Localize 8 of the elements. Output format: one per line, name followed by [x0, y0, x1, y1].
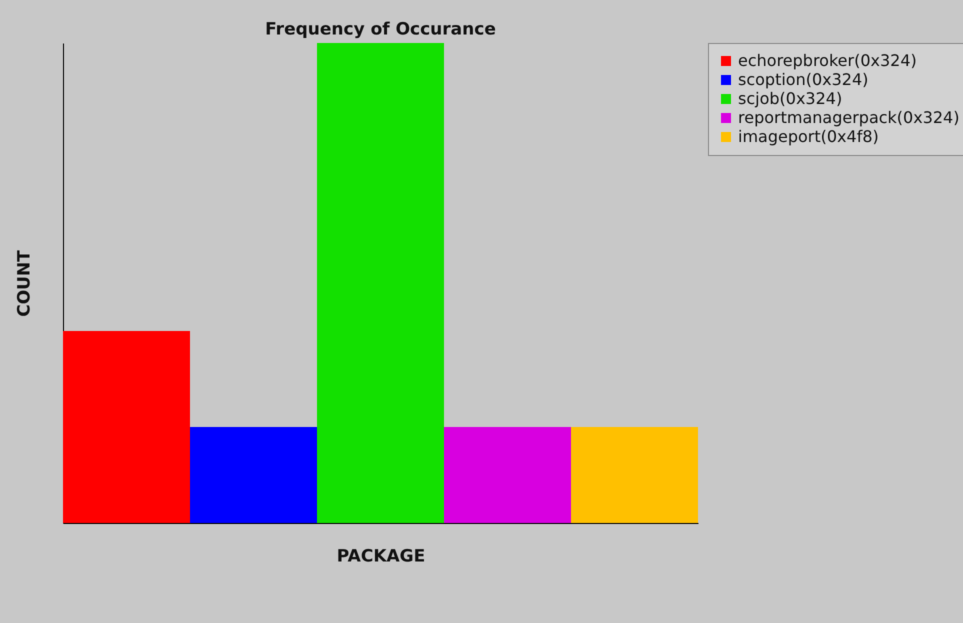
legend-label: imageport(0x4f8): [738, 127, 879, 146]
legend-label: scjob(0x324): [738, 89, 842, 108]
y-axis-title: COUNT: [14, 250, 34, 317]
legend-label: echorepbroker(0x324): [738, 51, 917, 70]
x-axis-title: PACKAGE: [336, 546, 426, 566]
chart-title: Frequency of Occurance: [265, 20, 496, 40]
legend-label: reportmanagerpack(0x324): [738, 108, 960, 127]
legend-label: scoption(0x324): [738, 70, 868, 89]
